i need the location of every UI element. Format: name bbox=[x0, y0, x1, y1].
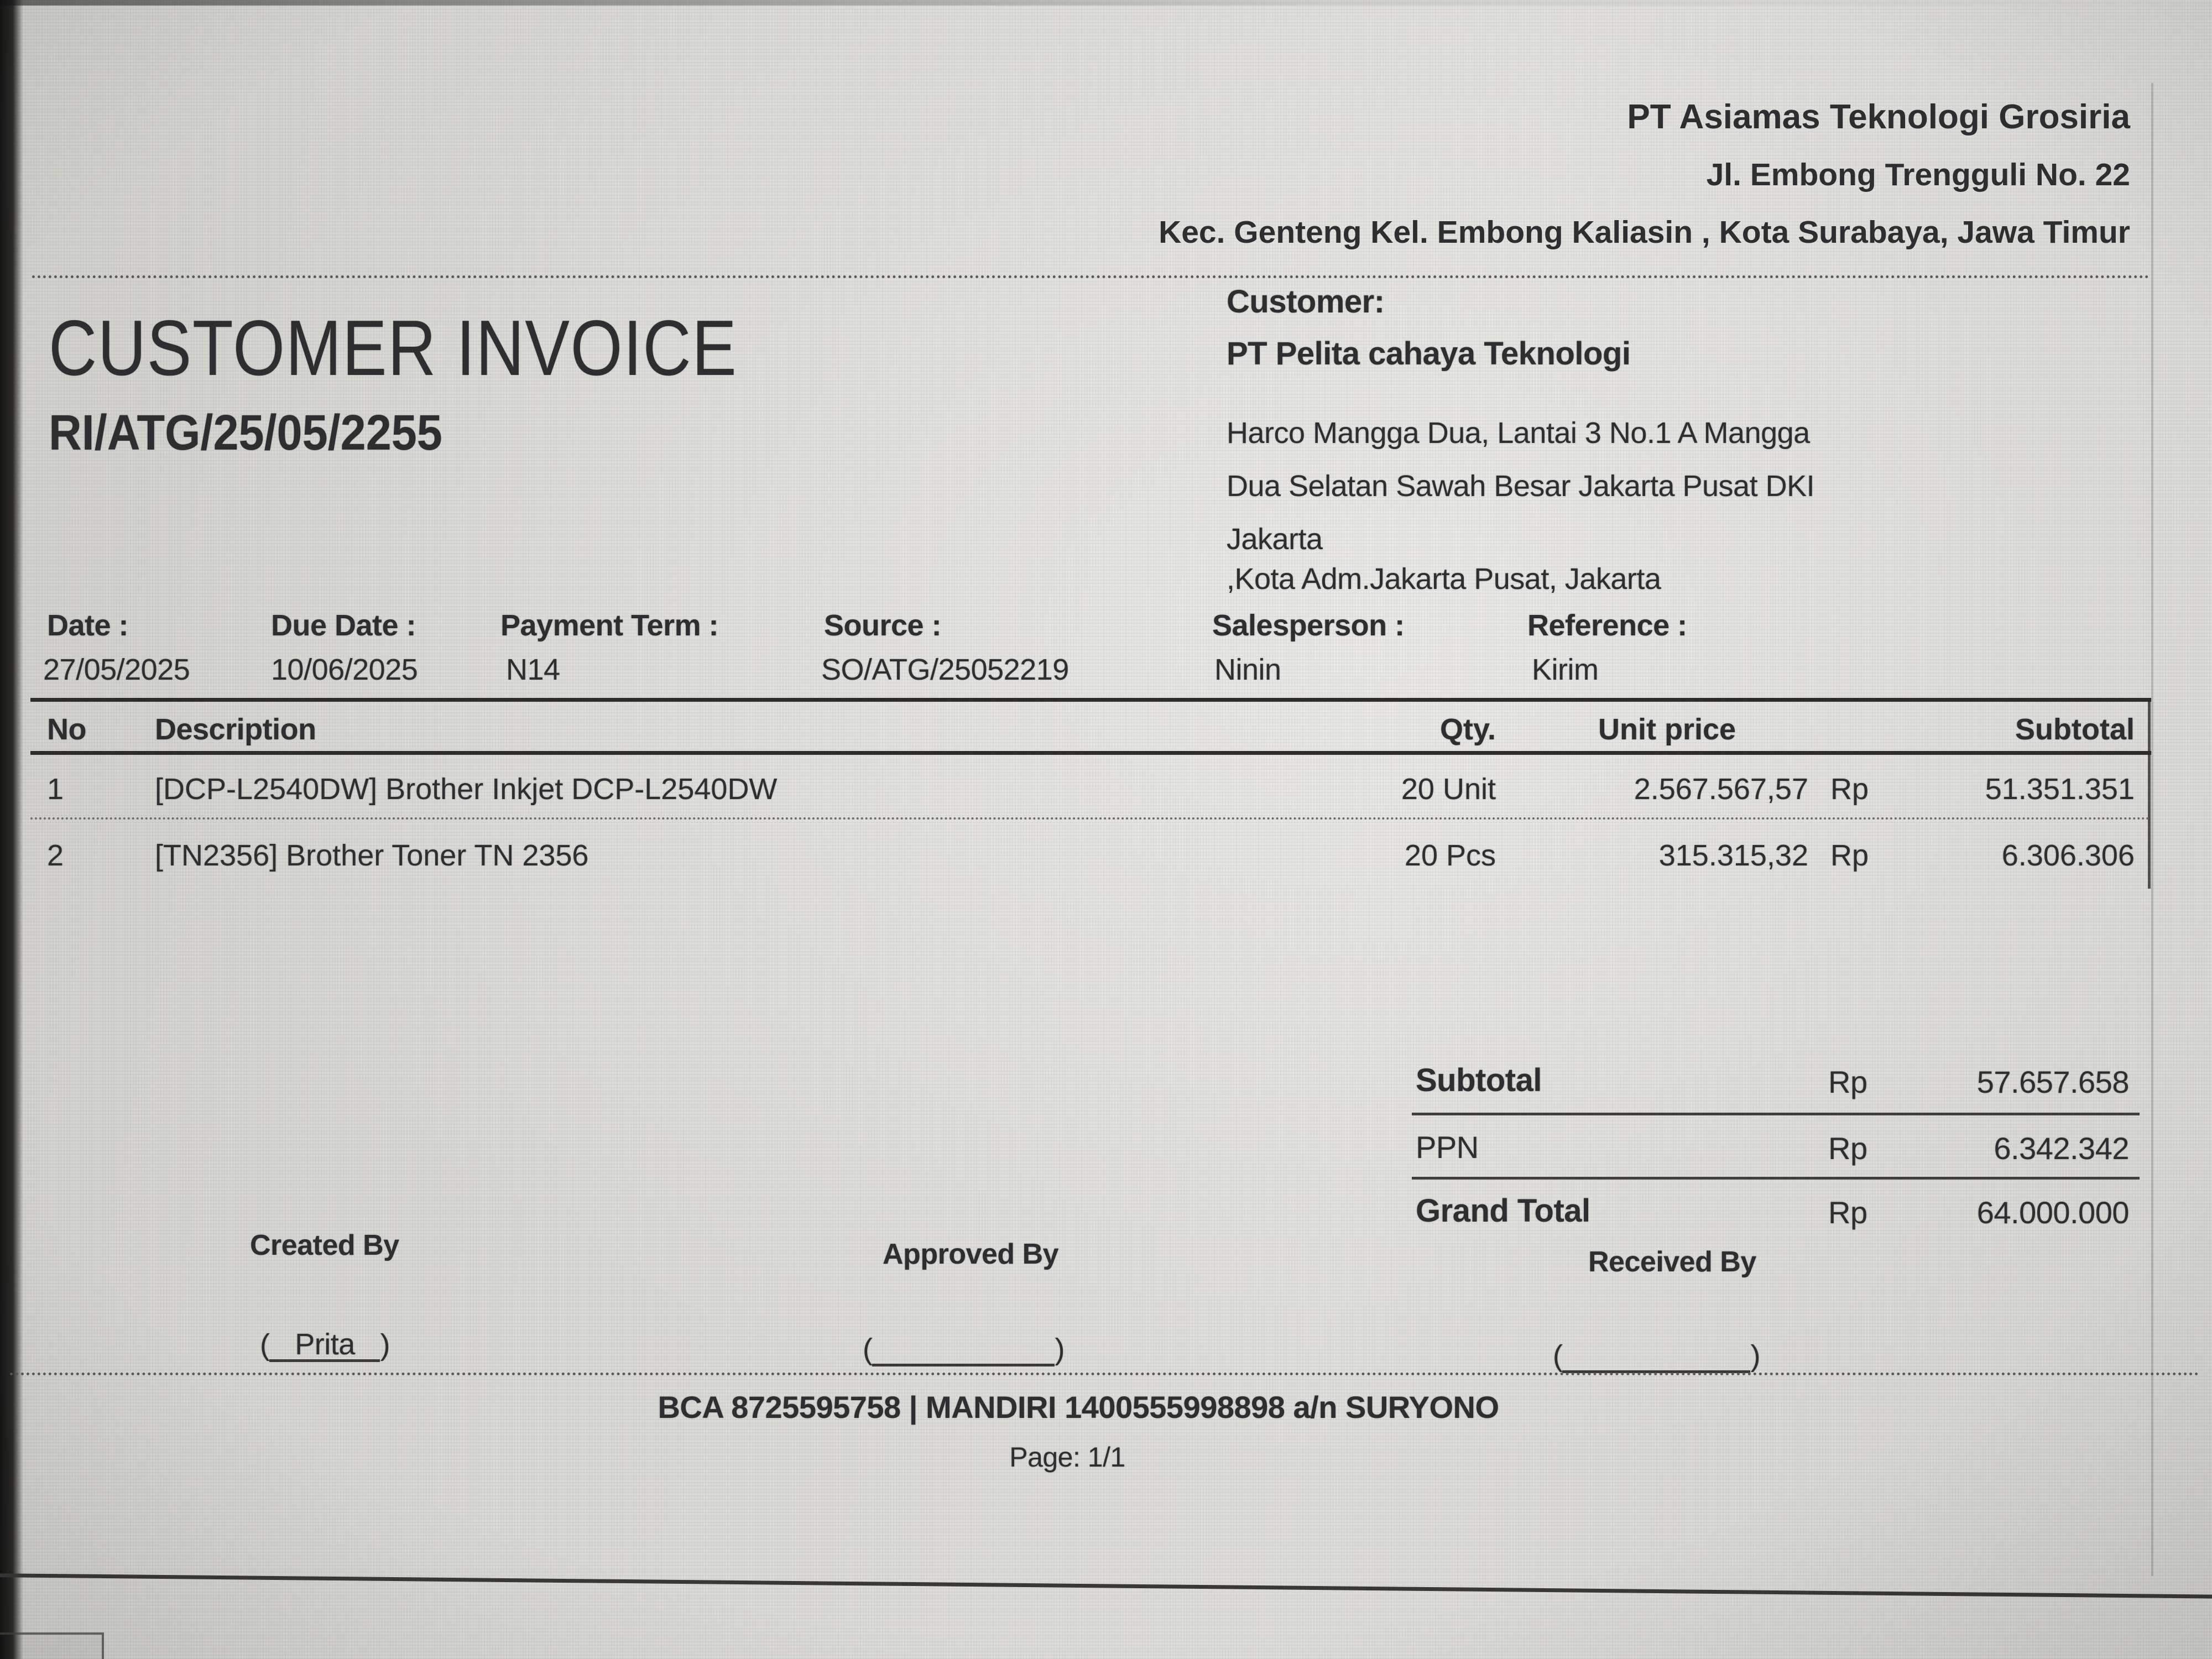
customer-address-line3: Jakarta bbox=[1227, 523, 1323, 556]
row-description: [DCP-L2540DW] Brother Inkjet DCP-L2540DW bbox=[155, 773, 778, 806]
ppn-currency: Rp bbox=[1828, 1131, 1867, 1166]
totals-divider bbox=[1412, 1113, 2140, 1115]
invoice-number: RI/ATG/25/05/2255 bbox=[49, 405, 442, 461]
col-header-no: No bbox=[47, 713, 86, 746]
source-value: SO/ATG/25052219 bbox=[821, 653, 1069, 686]
paren-close: ) bbox=[1750, 1339, 1760, 1373]
row-currency: Rp bbox=[1830, 773, 1869, 806]
table-top-border bbox=[30, 698, 2151, 702]
grand-total-value: 64.000.000 bbox=[1976, 1195, 2130, 1230]
company-name: PT Asiamas Teknologi Grosiria bbox=[1627, 98, 2130, 136]
paren-close: ) bbox=[380, 1328, 390, 1361]
row-qty: 20 Unit bbox=[1401, 773, 1496, 806]
source-label: Source : bbox=[824, 609, 942, 642]
payment-term-label: Payment Term : bbox=[500, 609, 719, 642]
table-right-border bbox=[2148, 698, 2151, 889]
ppn-label: PPN bbox=[1416, 1130, 1479, 1165]
date-value: 27/05/2025 bbox=[43, 653, 190, 686]
created-by-signature-name: Prita bbox=[269, 1327, 380, 1362]
approved-by-signature-line bbox=[872, 1332, 1055, 1366]
col-header-unit-price: Unit price bbox=[1598, 713, 1736, 746]
page-indicator: Page: 1/1 bbox=[1009, 1442, 1125, 1473]
approved-by-label: Approved By bbox=[883, 1238, 1059, 1270]
row-currency: Rp bbox=[1830, 839, 1869, 872]
row-no: 2 bbox=[47, 839, 64, 872]
col-header-description: Description bbox=[155, 713, 316, 746]
document-right-edge bbox=[2151, 83, 2153, 1576]
totals-divider bbox=[1412, 1177, 2140, 1180]
customer-name: PT Pelita cahaya Teknologi bbox=[1227, 336, 1631, 372]
due-date-label: Due Date : bbox=[271, 609, 416, 642]
header-separator-line bbox=[32, 275, 2150, 278]
row-unit-price: 315.315,32 bbox=[1658, 839, 1808, 872]
row-subtotal: 6.306.306 bbox=[2001, 839, 2135, 872]
col-header-subtotal: Subtotal bbox=[2015, 713, 2135, 746]
due-date-value: 10/06/2025 bbox=[271, 653, 418, 686]
subtotal-label: Subtotal bbox=[1416, 1062, 1542, 1098]
created-by-label: Created By bbox=[250, 1229, 399, 1261]
col-header-qty: Qty. bbox=[1439, 713, 1496, 746]
customer-address-line2: Dua Selatan Sawah Besar Jakarta Pusat DK… bbox=[1227, 469, 1815, 503]
salesperson-value: Ninin bbox=[1214, 653, 1281, 686]
row-subtotal: 51.351.351 bbox=[1985, 773, 2135, 806]
paren-close: ) bbox=[1055, 1333, 1065, 1366]
company-address-line2: Kec. Genteng Kel. Embong Kaliasin , Kota… bbox=[1159, 215, 2130, 250]
customer-address-line4: ,Kota Adm.Jakarta Pusat, Jakarta bbox=[1227, 562, 1661, 596]
row-description: [TN2356] Brother Toner TN 2356 bbox=[155, 839, 589, 872]
approved-by-signature: () bbox=[863, 1332, 1065, 1366]
invoice-title: CUSTOMER INVOICE bbox=[49, 304, 738, 392]
ppn-value: 6.342.342 bbox=[1994, 1131, 2129, 1166]
subtotal-value: 57.657.658 bbox=[1976, 1065, 2130, 1099]
reference-label: Reference : bbox=[1527, 609, 1687, 642]
reference-value: Kirim bbox=[1532, 653, 1599, 686]
row-no: 1 bbox=[47, 773, 64, 806]
customer-address-line1: Harco Mangga Dua, Lantai 3 No.1 A Mangga bbox=[1227, 416, 1810, 450]
company-header: PT Asiamas Teknologi Grosiria Jl. Embong… bbox=[1159, 88, 2130, 261]
date-label: Date : bbox=[47, 609, 129, 642]
bank-info: BCA 8725595758 | MANDIRI 1400555998898 a… bbox=[658, 1390, 1499, 1425]
document-bottom-edge-line bbox=[0, 1573, 2212, 1599]
grand-total-label: Grand Total bbox=[1416, 1193, 1590, 1229]
paren-open: ( bbox=[1553, 1339, 1563, 1373]
table-header-border bbox=[30, 751, 2151, 755]
received-by-label: Received By bbox=[1588, 1246, 1756, 1278]
paren-open: ( bbox=[863, 1333, 873, 1366]
row-separator bbox=[30, 817, 2151, 820]
received-by-signature-line bbox=[1562, 1338, 1751, 1373]
footer-separator-line bbox=[10, 1373, 2200, 1375]
salesperson-label: Salesperson : bbox=[1212, 609, 1405, 642]
created-by-signature: (Prita) bbox=[260, 1327, 390, 1362]
subtotal-currency: Rp bbox=[1828, 1065, 1867, 1099]
screen-bottom-left-window-fragment bbox=[0, 1632, 104, 1659]
row-qty: 20 Pcs bbox=[1404, 839, 1496, 872]
screen-left-edge bbox=[0, 0, 23, 1659]
received-by-signature: () bbox=[1553, 1338, 1760, 1373]
screen-top-edge bbox=[0, 0, 2212, 6]
payment-term-value: N14 bbox=[506, 653, 560, 686]
company-address-line1: Jl. Embong Trengguli No. 22 bbox=[1706, 157, 2130, 192]
row-unit-price: 2.567.567,57 bbox=[1634, 773, 1808, 806]
grand-total-currency: Rp bbox=[1828, 1195, 1867, 1230]
paren-open: ( bbox=[260, 1328, 270, 1361]
customer-label: Customer: bbox=[1227, 284, 1385, 320]
